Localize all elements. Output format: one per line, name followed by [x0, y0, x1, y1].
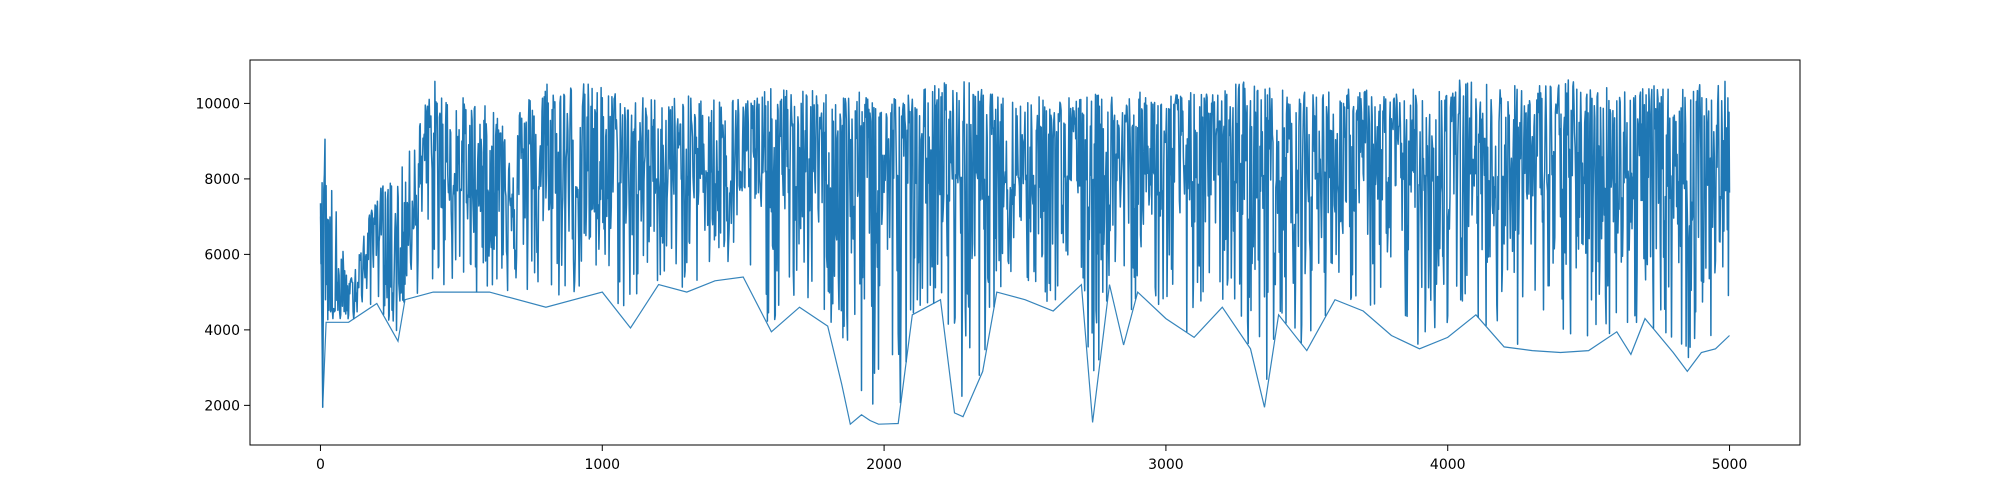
y-tick-label: 10000 — [195, 96, 240, 112]
x-tick-label: 2000 — [866, 457, 902, 473]
x-tick-label: 5000 — [1712, 457, 1748, 473]
plot-frame — [249, 59, 1801, 446]
x-tick-label: 4000 — [1430, 457, 1466, 473]
x-tick-label: 3000 — [1148, 457, 1184, 473]
y-tick-label: 8000 — [204, 172, 240, 188]
series-min-spikes — [319, 216, 1730, 426]
y-axis: 2000 4000 6000 8000 10000 — [195, 96, 250, 414]
y-tick-label: 6000 — [204, 247, 240, 263]
x-axis: 0 1000 2000 3000 4000 5000 — [316, 445, 1747, 473]
plot-area — [319, 79, 1731, 426]
x-tick-label: 0 — [316, 457, 325, 473]
series-line — [319, 79, 1731, 409]
x-tick-label: 1000 — [584, 457, 620, 473]
y-tick-label: 4000 — [204, 323, 240, 339]
y-tick-label: 2000 — [204, 398, 240, 414]
